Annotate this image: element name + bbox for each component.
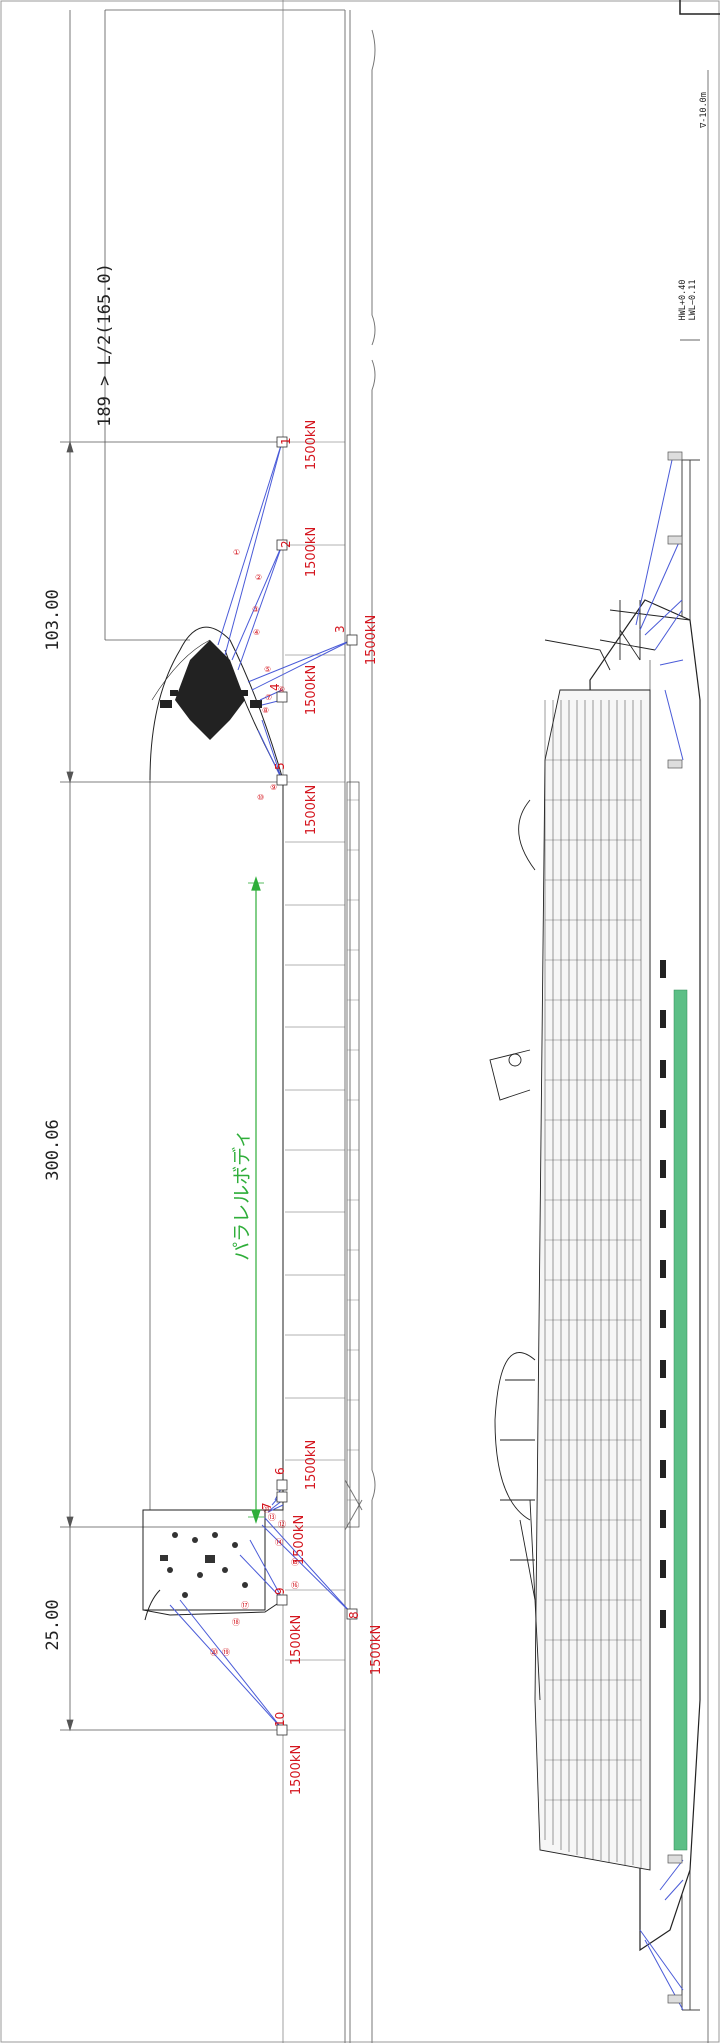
stern-deck (142, 1509, 266, 1611)
line-number: ⑫ (278, 1520, 286, 1529)
bollard-ids: 1 2 3 4 5 6 7 8 9 10 (260, 437, 361, 1727)
bollard-load: 1500kN (369, 1625, 384, 1675)
bollard-load: 1500kN (304, 665, 319, 715)
parallel-body-arrow (248, 876, 264, 1524)
bollard-load: 1500kN (289, 1615, 304, 1665)
dim-300: 300.06 (43, 1119, 63, 1180)
line-number-labels: ① ② ③ ④ ⑤ ⑥ ⑦ ⑧ ⑨ ⑩ ⑪ ⑫ ⑬ ⑭ ⑮ ⑯ ⑰ ⑱ ⑲ ⑳ (210, 548, 299, 1657)
line-number: ② (255, 573, 262, 582)
line-number: ④ (253, 628, 260, 637)
line-number: ⑬ (268, 1513, 276, 1522)
lwl-label: LWL−0.11 (688, 280, 698, 321)
bollard-id: 5 (273, 762, 287, 770)
bollard-id: 7 (260, 1502, 274, 1510)
line-number: ⑮ (291, 1558, 299, 1567)
bollard-id: 1 (279, 437, 293, 445)
bollard-load: 1500kN (304, 785, 319, 835)
elevation-view: HWL+0.40 LWL−0.11 ∇-10.0m (489, 70, 709, 2043)
dim-25: 25.00 (43, 1599, 63, 1650)
hwl-label: HWL+0.40 (678, 280, 688, 321)
line-number: ⑨ (270, 783, 277, 792)
bollard-load: 1500kN (364, 615, 379, 665)
side-band (673, 989, 688, 1851)
line-number: ⑭ (275, 1538, 283, 1547)
line-number: ⑰ (241, 1601, 249, 1610)
line-number: ⑧ (262, 706, 269, 715)
bollard-load: 1500kN (304, 527, 319, 577)
fender-strip (346, 781, 360, 1528)
deck-lines (544, 700, 642, 1868)
bollard-id: 10 (273, 1712, 287, 1727)
mooring-lines (169, 441, 353, 1731)
line-number: ③ (252, 605, 259, 614)
bollard-id: 8 (347, 1611, 361, 1619)
bow-deck-machinery (160, 640, 262, 740)
line-number: ⑪ (263, 1505, 271, 1514)
line-number: ⑥ (278, 685, 285, 694)
bollard-id: 6 (273, 1467, 287, 1475)
line-number: ⑳ (210, 1648, 218, 1657)
quay-lines (282, 0, 376, 2043)
bollard-markers (276, 436, 358, 1736)
parallel-body-label: パラレルボディ (231, 1129, 253, 1261)
bollard-load: 1500kN (292, 1515, 307, 1565)
bollard-loads: 1500kN 1500kN 1500kN 1500kN 1500kN 1500k… (289, 420, 384, 1795)
ship-hull-plan (142, 626, 284, 1621)
line-number: ⑲ (222, 1648, 230, 1657)
plan-view: 103.00 300.06 25.00 189 > L/2(165.0) (43, 0, 384, 2043)
berth-segments (285, 441, 345, 1731)
line-number: ⑩ (257, 793, 264, 802)
bollard-load: 1500kN (304, 1440, 319, 1490)
bollard-id: 2 (279, 540, 293, 548)
line-number: ⑱ (232, 1618, 240, 1627)
bollard-id: 9 (273, 1587, 287, 1595)
bollard-load: 1500kN (304, 420, 319, 470)
bollard-load: 1500kN (289, 1745, 304, 1795)
line-number: ⑯ (291, 1581, 299, 1590)
dimension-lines (60, 9, 345, 1732)
dim-half-length: 189 > L/2(165.0) (95, 263, 115, 427)
line-number: ⑤ (264, 665, 271, 674)
line-number: ⑦ (265, 693, 272, 702)
bollard-id: 4 (268, 683, 282, 691)
line-number: ① (233, 548, 240, 557)
depth-label: ∇-10.0m (699, 92, 709, 129)
bollard-id: 3 (333, 625, 347, 633)
title-block-corner (679, 0, 720, 15)
lifeboats (660, 960, 666, 1628)
top-deck-equipment (489, 629, 641, 1701)
dim-103: 103.00 (43, 589, 63, 650)
